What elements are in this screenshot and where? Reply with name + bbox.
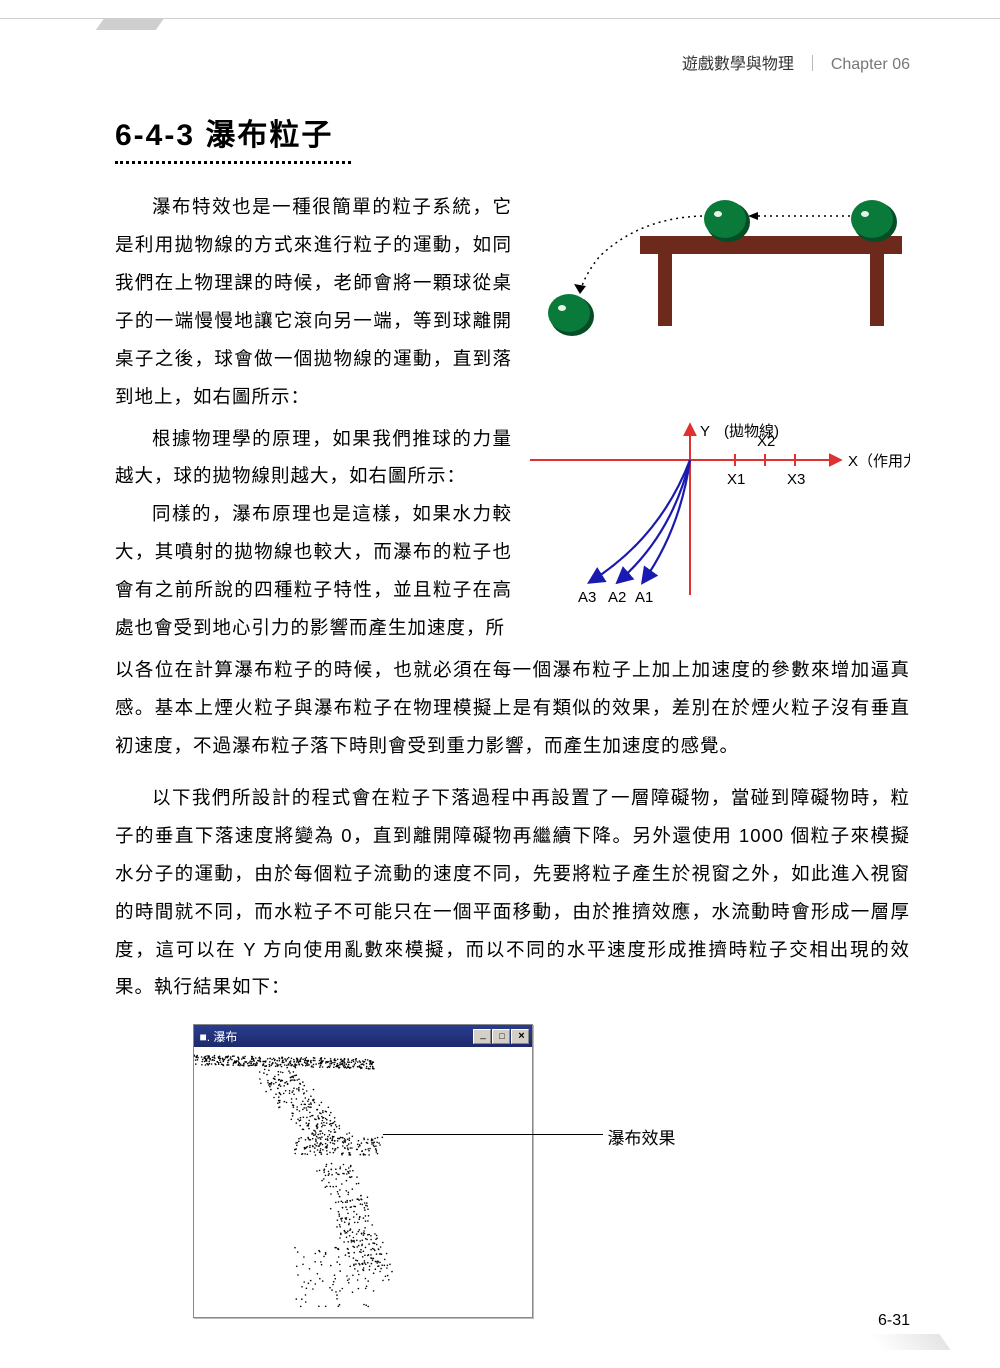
- paragraph-1: 瀑布特效也是一種很簡單的粒子系統，它是利用拋物線的方式來進行粒子的運動，如同我們…: [115, 188, 512, 416]
- app-window: ■. 瀑布: [193, 1024, 533, 1318]
- annotation-line: [383, 1134, 603, 1135]
- close-button[interactable]: [511, 1029, 529, 1044]
- section-number: 6-4-3: [115, 119, 195, 152]
- tick-x1: X1: [727, 471, 745, 488]
- paragraph-2: 根據物理學的原理，如果我們推球的力量越大，球的拋物線則越大，如右圖所示：: [115, 420, 512, 496]
- header-chapter: Chapter 06: [831, 56, 910, 73]
- parabola-label: (拋物線): [724, 423, 779, 440]
- bottom-corner-deco: [869, 1334, 950, 1350]
- window-buttons: [472, 1029, 529, 1044]
- paragraph-3a: 同樣的，瀑布原理也是這樣，如果水力較大，其噴射的拋物線也較大，而瀑布的粒子也會有…: [115, 495, 512, 647]
- header-subject: 遊戲數學與物理: [682, 56, 794, 73]
- section-heading: 6-4-3 瀑布粒子: [115, 110, 910, 154]
- top-notch-deco: [96, 18, 164, 30]
- figure-table-ball: [530, 196, 910, 366]
- axis-y-label: Y: [700, 423, 710, 440]
- paragraph-3b: 以各位在計算瀑布粒子的時候，也就必須在每一個瀑布粒子上加上加速度的參數來增加逼真…: [115, 651, 910, 765]
- waterfall-particles: [194, 1047, 532, 1317]
- row-2: 根據物理學的原理，如果我們推球的力量越大，球的拋物線則越大，如右圖所示： 同樣的…: [115, 420, 910, 648]
- window-body: [194, 1047, 532, 1317]
- heading-underline: [115, 160, 351, 164]
- window-title: ■. 瀑布: [200, 1028, 238, 1045]
- page-number: 6-31: [878, 1312, 910, 1330]
- maximize-button[interactable]: [492, 1029, 510, 1044]
- page-header: 遊戲數學與物理 ｜ Chapter 06: [682, 50, 910, 74]
- tick-x3: X3: [787, 471, 805, 488]
- curve-a2: A2: [608, 589, 626, 606]
- annotation-label: 瀑布效果: [608, 1124, 676, 1149]
- window-title-text: 瀑布: [213, 1030, 237, 1044]
- window-titlebar: ■. 瀑布: [194, 1025, 532, 1047]
- paragraph-4: 以下我們所設計的程式會在粒子下落過程中再設置了一層障礙物，當碰到障礙物時，粒子的…: [115, 779, 910, 1007]
- curve-a1: A1: [635, 589, 653, 606]
- header-divider: ｜: [804, 56, 820, 73]
- screenshot-wrap: ■. 瀑布 瀑布效果: [193, 1024, 833, 1318]
- figure-parabola-axes: X1 X2 X3 X（作用力 Y (拋物線) A3 A2 A1: [530, 420, 910, 610]
- content-area: 6-4-3 瀑布粒子 瀑布特效也是一種很簡單的粒子系統，它是利用拋物線的方式來進…: [115, 110, 910, 1318]
- axis-x-label: X（作用力: [848, 453, 910, 470]
- minimize-button[interactable]: [473, 1029, 491, 1044]
- section-title-text: 瀑布粒子: [205, 119, 333, 152]
- curve-a3: A3: [578, 589, 596, 606]
- row-1: 瀑布特效也是一種很簡單的粒子系統，它是利用拋物線的方式來進行粒子的運動，如同我們…: [115, 188, 910, 416]
